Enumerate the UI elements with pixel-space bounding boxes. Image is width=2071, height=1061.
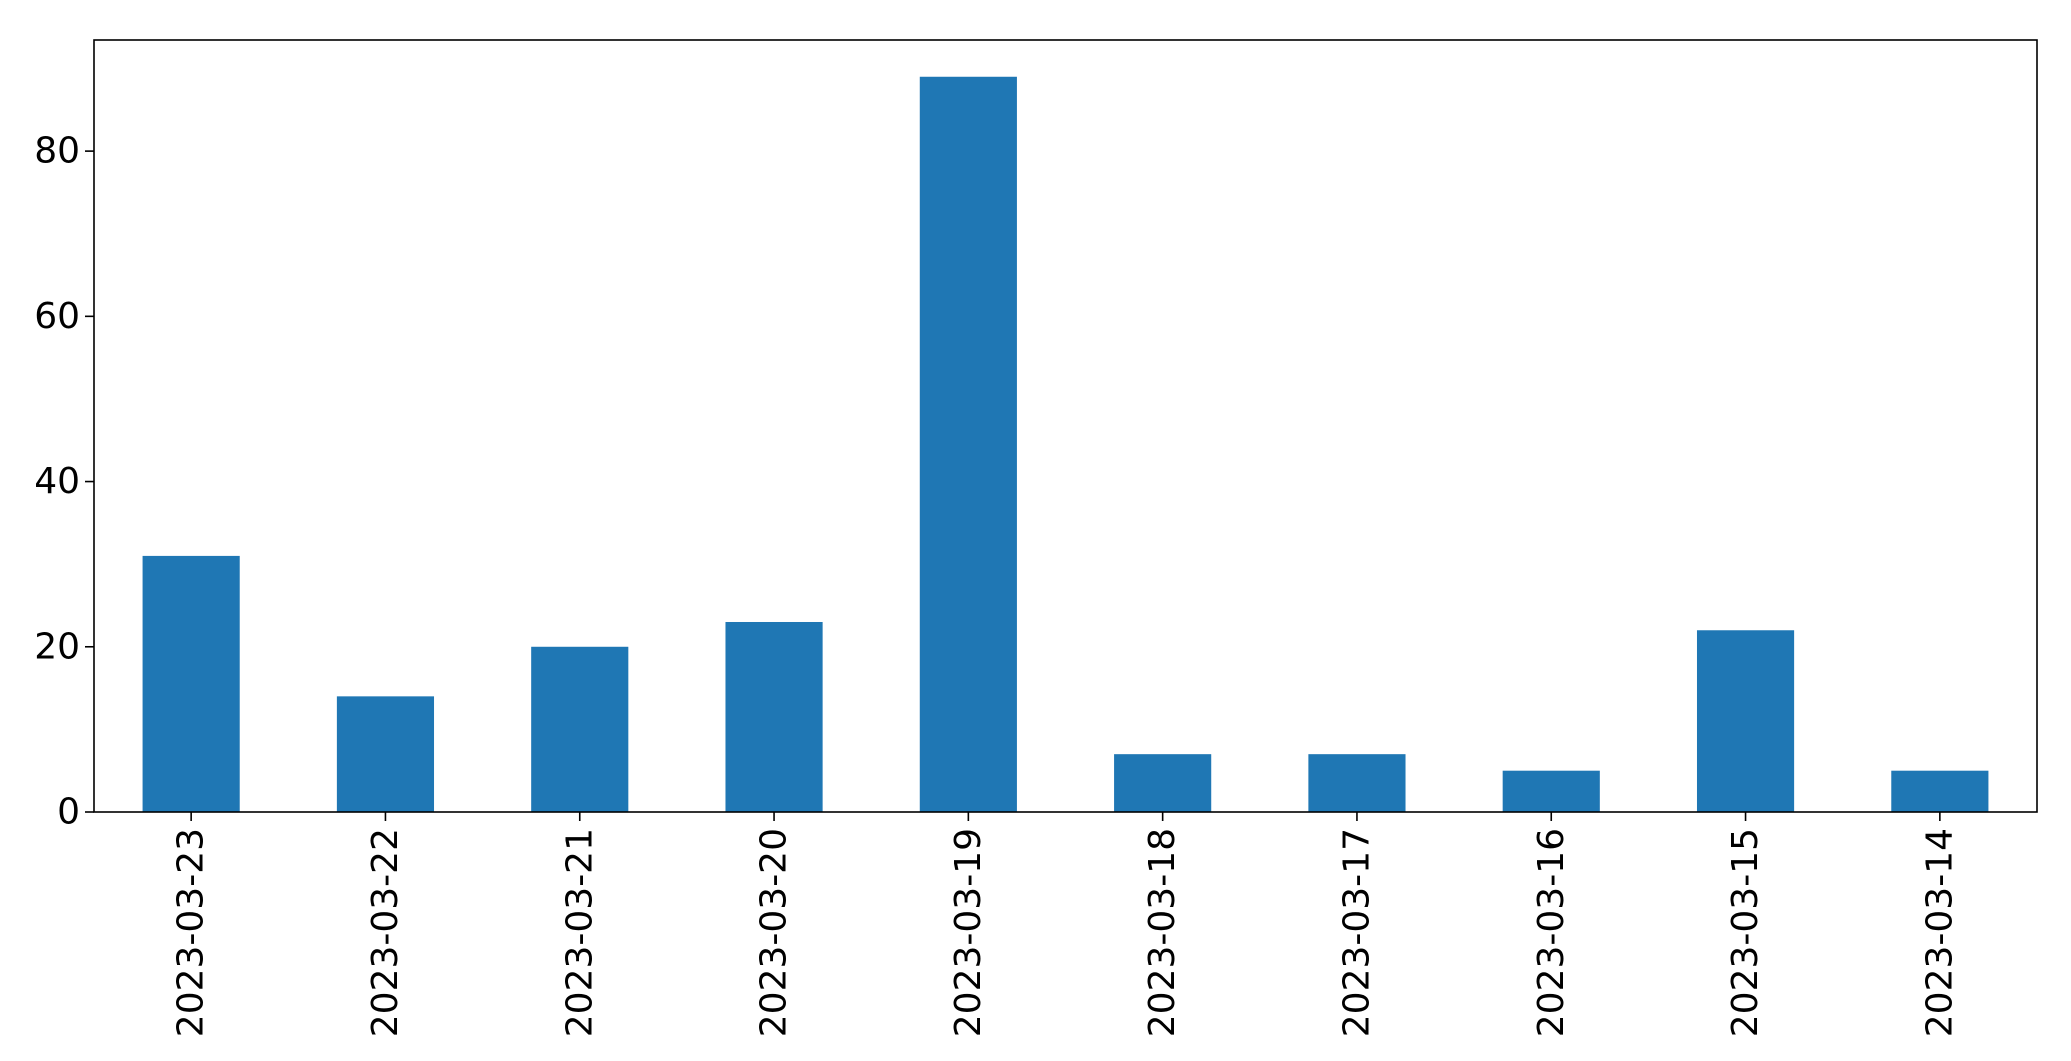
x-tick-label: 2023-03-17	[1336, 828, 1377, 1037]
x-tick-label: 2023-03-14	[1919, 828, 1960, 1037]
x-tick-label: 2023-03-19	[948, 828, 989, 1037]
x-tick-label: 2023-03-15	[1725, 828, 1766, 1037]
bar-2023-03-19	[919, 76, 1017, 812]
x-axis-ticks: 2023-03-23 2023-03-22 2023-03-21 2023-03-20…	[171, 812, 1960, 1037]
bar-2023-03-18	[1114, 754, 1212, 812]
x-tick-label: 2023-03-18	[1142, 828, 1183, 1037]
bars	[142, 76, 1989, 812]
plot-area-frame	[93, 39, 2038, 813]
x-tick-label: 2023-03-20	[754, 828, 795, 1037]
y-tick-label: 40	[34, 461, 80, 502]
bar-2023-03-14	[1891, 770, 1989, 812]
y-tick-label: 0	[57, 792, 80, 833]
x-tick-label: 2023-03-22	[365, 828, 406, 1037]
bar-2023-03-20	[725, 621, 823, 812]
bar-2023-03-16	[1502, 770, 1600, 812]
x-tick-label: 2023-03-16	[1531, 828, 1572, 1037]
y-tick-label: 80	[34, 131, 80, 172]
bar-2023-03-21	[531, 646, 629, 812]
bar-2023-03-17	[1308, 754, 1406, 812]
y-tick-label: 20	[34, 626, 80, 667]
x-tick-label: 2023-03-23	[171, 828, 212, 1037]
y-axis-ticks: 0 20 40 60 80	[34, 131, 94, 833]
bar-2023-03-15	[1696, 630, 1795, 812]
y-tick-label: 60	[34, 296, 80, 337]
x-tick-label: 2023-03-21	[559, 828, 600, 1037]
bar-2023-03-23	[142, 555, 240, 812]
bar-2023-03-22	[336, 696, 435, 812]
